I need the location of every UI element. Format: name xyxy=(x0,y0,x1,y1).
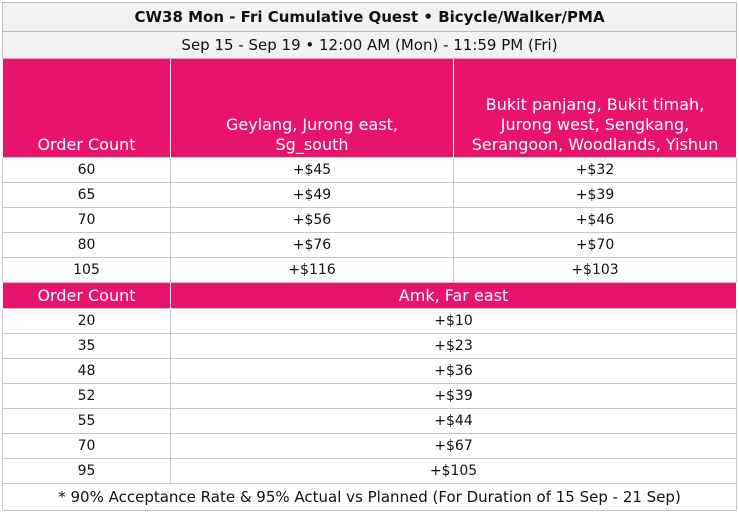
table-row: 20 +$10 xyxy=(2,308,738,334)
order-count-cell: 105 xyxy=(2,257,171,283)
bonus-cell: +$39 xyxy=(452,182,738,208)
bonus-cell: +$76 xyxy=(170,232,454,258)
title-row: CW38 Mon - Fri Cumulative Quest • Bicycl… xyxy=(1,2,738,32)
table-row: 105 +$116 +$103 xyxy=(2,257,738,283)
bonus-cell: +$39 xyxy=(169,383,738,409)
section1-header-row: Order Count Geylang, Jurong east, Sg_sou… xyxy=(2,58,738,158)
order-count-cell: 20 xyxy=(2,308,171,334)
table-row: 60 +$45 +$32 xyxy=(2,157,738,183)
order-count-cell: 52 xyxy=(2,383,171,409)
footnote: * 90% Acceptance Rate & 95% Actual vs Pl… xyxy=(1,483,738,511)
table-row: 80 +$76 +$70 xyxy=(2,232,738,258)
table-row: 95 +$105 xyxy=(2,458,738,484)
table-row: 70 +$67 xyxy=(2,433,738,459)
table-row: 55 +$44 xyxy=(2,408,738,434)
order-count-cell: 35 xyxy=(2,333,171,359)
zone-group-b-header: Bukit panjang, Bukit timah, Jurong west,… xyxy=(452,58,738,158)
bonus-cell: +$36 xyxy=(169,358,738,384)
bonus-cell: +$70 xyxy=(452,232,738,258)
zone-group-a-header: Geylang, Jurong east, Sg_south xyxy=(170,58,454,158)
bonus-cell: +$32 xyxy=(452,157,738,183)
bonus-cell: +$67 xyxy=(169,433,738,459)
footnote-row: * 90% Acceptance Rate & 95% Actual vs Pl… xyxy=(1,483,738,511)
order-count-cell: 70 xyxy=(2,207,171,233)
bonus-cell: +$44 xyxy=(169,408,738,434)
order-count-cell: 60 xyxy=(2,157,171,183)
quest-title: CW38 Mon - Fri Cumulative Quest • Bicycl… xyxy=(1,2,738,32)
bonus-cell: +$116 xyxy=(170,257,454,283)
bonus-cell: +$56 xyxy=(170,207,454,233)
bonus-cell: +$49 xyxy=(170,182,454,208)
order-count-header: Order Count xyxy=(2,58,171,158)
bonus-cell: +$45 xyxy=(170,157,454,183)
order-count-cell: 70 xyxy=(2,433,171,459)
bonus-cell: +$10 xyxy=(169,308,738,334)
table-row: 48 +$36 xyxy=(2,358,738,384)
table-row: 65 +$49 +$39 xyxy=(2,182,738,208)
order-count-cell: 80 xyxy=(2,232,171,258)
order-count-cell: 95 xyxy=(2,458,171,484)
table-row: 52 +$39 xyxy=(2,383,738,409)
subtitle-row: Sep 15 - Sep 19 • 12:00 AM (Mon) - 11:59… xyxy=(1,31,738,59)
section2-header-row: Order Count Amk, Far east xyxy=(2,282,738,309)
quest-period: Sep 15 - Sep 19 • 12:00 AM (Mon) - 11:59… xyxy=(1,31,738,59)
order-count-header: Order Count xyxy=(2,282,171,309)
order-count-cell: 48 xyxy=(2,358,171,384)
bonus-cell: +$103 xyxy=(452,257,738,283)
zone-group-c-header: Amk, Far east xyxy=(169,282,738,309)
bonus-cell: +$46 xyxy=(452,207,738,233)
bonus-cell: +$105 xyxy=(169,458,738,484)
order-count-cell: 65 xyxy=(2,182,171,208)
table-row: 70 +$56 +$46 xyxy=(2,207,738,233)
table-row: 35 +$23 xyxy=(2,333,738,359)
order-count-cell: 55 xyxy=(2,408,171,434)
bonus-cell: +$23 xyxy=(169,333,738,359)
